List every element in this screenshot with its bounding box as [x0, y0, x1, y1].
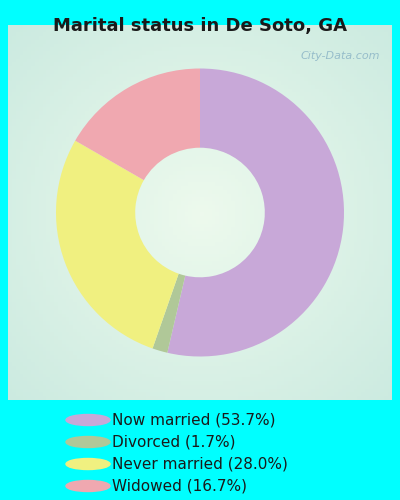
- Wedge shape: [75, 68, 200, 180]
- Text: Never married (28.0%): Never married (28.0%): [112, 456, 288, 471]
- Wedge shape: [152, 274, 185, 352]
- Text: Widowed (16.7%): Widowed (16.7%): [112, 478, 247, 494]
- Text: Marital status in De Soto, GA: Marital status in De Soto, GA: [53, 18, 347, 36]
- Circle shape: [66, 414, 110, 426]
- Wedge shape: [167, 68, 344, 356]
- Text: Now married (53.7%): Now married (53.7%): [112, 412, 276, 428]
- Circle shape: [66, 436, 110, 448]
- Text: Divorced (1.7%): Divorced (1.7%): [112, 434, 236, 450]
- Circle shape: [66, 480, 110, 492]
- Text: City-Data.com: City-Data.com: [301, 52, 380, 61]
- Circle shape: [66, 458, 110, 469]
- Wedge shape: [56, 140, 179, 348]
